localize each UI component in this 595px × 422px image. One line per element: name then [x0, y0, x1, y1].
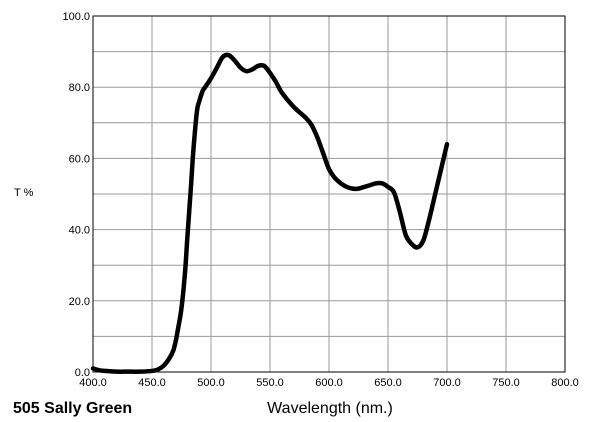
y-tick-label: 40.0	[69, 225, 90, 237]
x-tick-label: 650.0	[374, 377, 402, 389]
y-tick-label: 20.0	[69, 296, 90, 308]
grid-lines	[92, 15, 566, 373]
y-tick-label: 60.0	[69, 153, 90, 165]
x-tick-label: 800.0	[551, 377, 579, 389]
chart-title: 505 Sally Green	[13, 400, 132, 417]
y-tick-labels: 0.0 20.0 40.0 60.0 80.0 100.0	[62, 11, 90, 379]
x-tick-label: 450.0	[138, 377, 166, 389]
y-tick-label: 0.0	[75, 367, 90, 379]
x-tick-labels: 400.0 450.0 500.0 550.0 600.0 650.0 700.0 750.0…	[79, 377, 579, 389]
transmission-curve	[90, 52, 450, 374]
y-tick-label: 80.0	[69, 82, 90, 94]
y-axis-label: T %	[14, 187, 34, 199]
x-axis-label: Wavelength (nm.)	[267, 400, 393, 417]
x-tick-label: 750.0	[492, 377, 520, 389]
plot-frame	[92, 15, 566, 373]
x-tick-label: 600.0	[315, 377, 343, 389]
y-tick-label: 100.0	[62, 11, 90, 23]
x-tick-label: 400.0	[79, 377, 107, 389]
x-tick-label: 700.0	[433, 377, 461, 389]
x-tick-label: 550.0	[256, 377, 284, 389]
x-tick-label: 500.0	[197, 377, 225, 389]
